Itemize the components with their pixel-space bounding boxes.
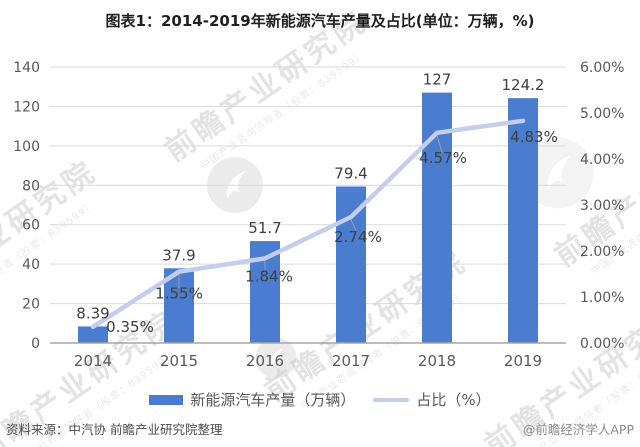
legend-item-production: 新能源汽车产量（万辆）	[149, 389, 355, 410]
chart-title: 图表1：2014-2019年新能源汽车产量及占比(单位：万辆，%)	[105, 12, 535, 30]
right-axis-tick: 6.00%	[580, 60, 624, 76]
left-axis-tick: 80	[22, 178, 40, 194]
line-series-swatch-icon	[373, 397, 410, 402]
share-line	[90, 118, 526, 330]
bar-2014	[78, 326, 108, 343]
right-axis-tick: 2.00%	[580, 244, 624, 260]
bar-value-label: 37.9	[162, 246, 195, 264]
bar-value-label: 79.4	[334, 164, 367, 182]
left-axis-tick: 100	[13, 139, 40, 155]
x-axis-label: 2018	[418, 352, 456, 370]
label-leader-line	[436, 135, 443, 152]
legend-label-share: 占比（%）	[416, 391, 491, 409]
x-axis-label: 2015	[160, 352, 198, 370]
share-value-label: 4.57%	[419, 149, 467, 167]
share-value-label: 2.74%	[334, 228, 382, 246]
x-axis-label: 2019	[504, 352, 542, 370]
legend: 新能源汽车产量（万辆） 占比（%）	[0, 389, 640, 410]
right-axis-tick: 0.00%	[580, 336, 624, 352]
bar-series-swatch-icon	[149, 394, 184, 405]
legend-label-production: 新能源汽车产量（万辆）	[190, 391, 356, 409]
right-axis-tick: 5.00%	[580, 106, 624, 122]
bar-value-label: 127	[423, 71, 452, 89]
right-axis-tick: 1.00%	[580, 290, 624, 306]
footer: 资料来源：中汽协 前瞻产业研究院整理 @前瞻经济学人APP	[0, 419, 640, 438]
left-axis-tick: 140	[13, 60, 40, 76]
share-value-label: 1.84%	[245, 267, 293, 285]
right-axis-tick: 4.00%	[580, 152, 624, 168]
label-leader-line	[350, 219, 358, 234]
source-note: 资料来源：中汽协 前瞻产业研究院整理	[6, 422, 223, 437]
app-credit: @前瞻经济学人APP	[522, 422, 634, 437]
bar-value-label: 51.7	[248, 219, 281, 237]
x-axis-label: 2016	[246, 352, 284, 370]
share-value-label: 0.35%	[106, 318, 154, 336]
x-axis-label: 2017	[332, 352, 370, 370]
x-axis-label: 2014	[74, 352, 112, 370]
left-axis-tick: 60	[22, 218, 40, 234]
legend-item-share: 占比（%）	[373, 389, 491, 410]
left-axis-tick: 120	[13, 99, 40, 115]
left-axis-tick: 0	[31, 336, 40, 352]
bar-value-label: 8.39	[76, 304, 109, 322]
share-value-label: 4.83%	[510, 128, 558, 146]
share-value-label: 1.55%	[155, 285, 203, 303]
left-axis-tick: 40	[22, 257, 40, 273]
bar-2019	[508, 98, 538, 343]
right-axis-tick: 3.00%	[580, 198, 624, 214]
left-axis-tick: 20	[22, 297, 40, 313]
bar-value-label: 124.2	[502, 76, 545, 94]
bar-2017	[336, 186, 366, 343]
